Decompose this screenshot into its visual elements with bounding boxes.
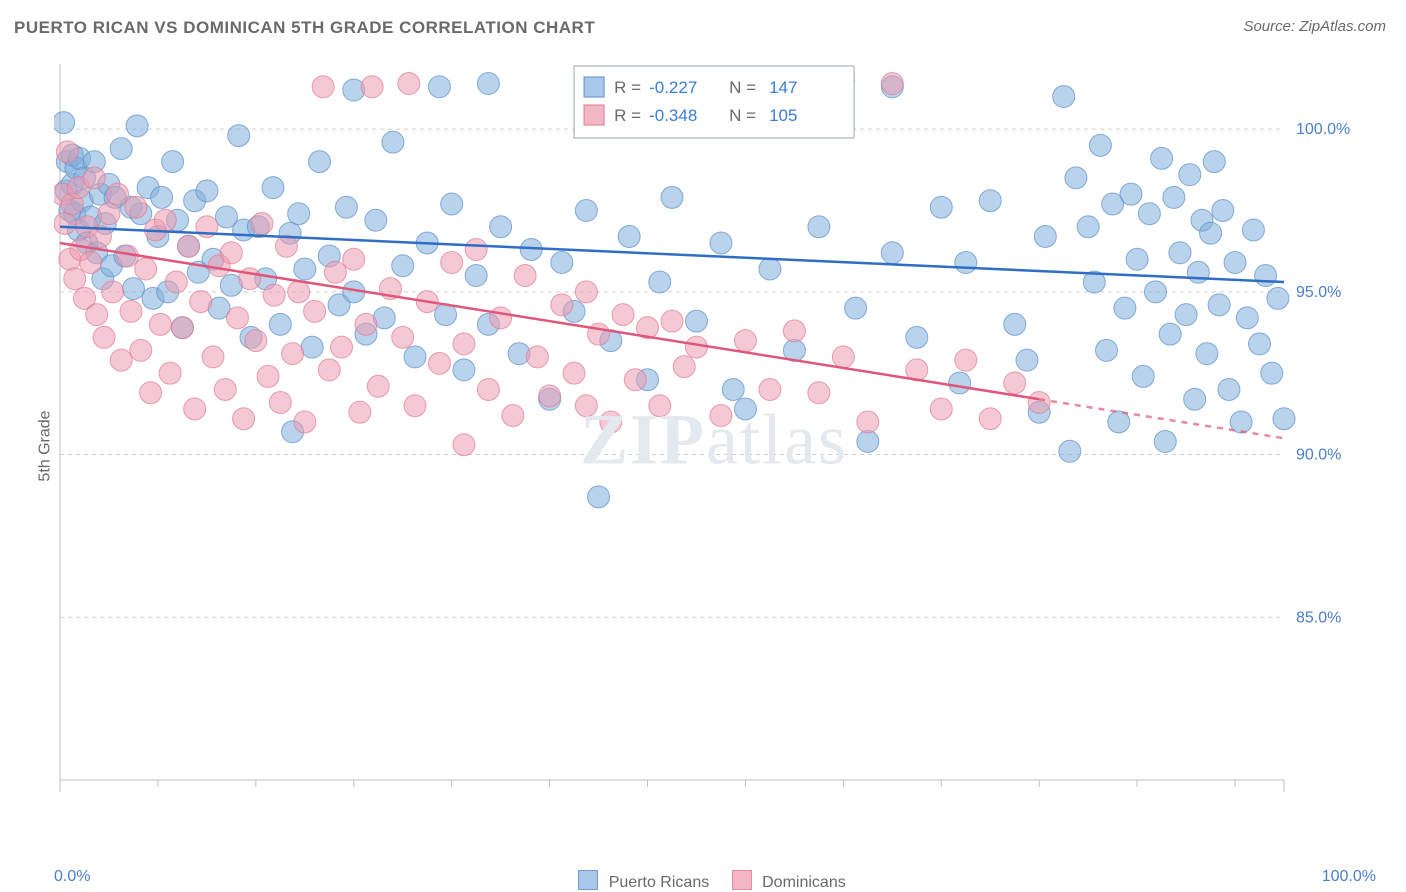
y-axis-label: 5th Grade [37,410,55,481]
chart-svg: 85.0% 90.0% 95.0% 100.0% R = -0.227 N = 147 R … [54,58,1374,830]
svg-text:100.0%: 100.0% [1296,121,1350,138]
source-label: Source: ZipAtlas.com [1243,18,1386,35]
plot-area: 85.0% 90.0% 95.0% 100.0% R = -0.227 N = 147 R … [54,58,1374,830]
legend-swatch-puerto-ricans [578,870,598,890]
legend-swatch-dominicans [732,870,752,890]
legend: Puerto Ricans Dominicans [0,870,1406,892]
svg-text:-0.227: -0.227 [649,78,697,97]
svg-text:95.0%: 95.0% [1296,284,1341,301]
svg-text:147: 147 [769,78,797,97]
chart-title: PUERTO RICAN VS DOMINICAN 5TH GRADE CORR… [14,18,595,38]
svg-text:85.0%: 85.0% [1296,609,1341,626]
svg-text:R =: R = [614,106,641,125]
svg-text:105: 105 [769,106,797,125]
svg-text:90.0%: 90.0% [1296,447,1341,464]
legend-label-puerto-ricans: Puerto Ricans [609,874,710,891]
svg-text:N =: N = [729,106,756,125]
legend-label-dominicans: Dominicans [762,874,846,891]
svg-text:-0.348: -0.348 [649,106,697,125]
svg-text:R =: R = [614,78,641,97]
svg-text:N =: N = [729,78,756,97]
